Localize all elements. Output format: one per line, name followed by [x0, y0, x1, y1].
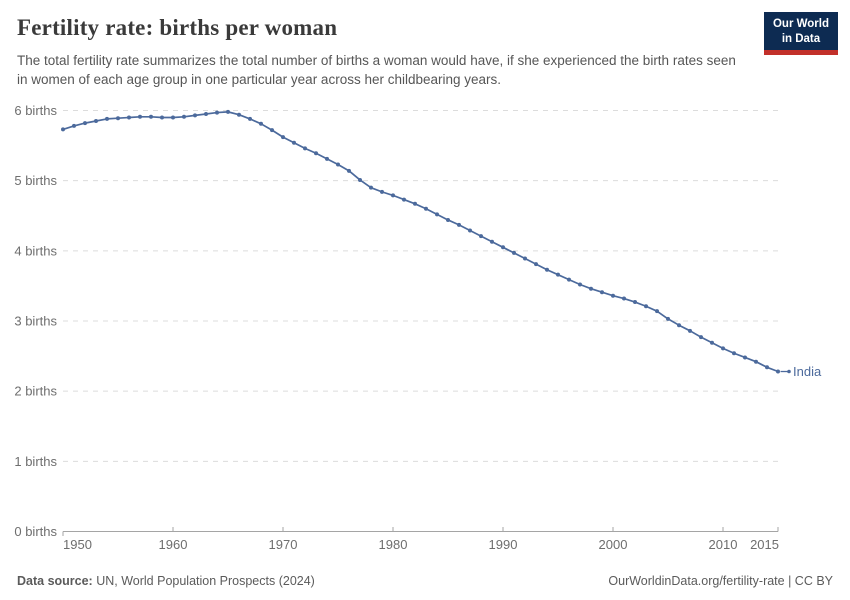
data-point [699, 335, 703, 340]
data-point [512, 250, 516, 255]
data-point [413, 201, 417, 206]
data-point [391, 193, 395, 198]
data-point [204, 111, 208, 116]
chart-subtitle: The total fertility rate summarizes the … [17, 53, 736, 87]
data-point [765, 365, 769, 370]
data-point [600, 290, 604, 295]
x-axis-label: 1990 [489, 537, 518, 552]
x-axis-label: 1950 [63, 537, 92, 552]
data-point [479, 234, 483, 239]
data-point [468, 228, 472, 233]
data-point [589, 286, 593, 291]
y-axis-label: 5 births [14, 173, 57, 188]
data-point [435, 212, 439, 217]
data-point [259, 121, 263, 126]
data-point [622, 296, 626, 301]
data-point [182, 114, 186, 119]
data-point [83, 121, 87, 126]
x-axis-label: 2000 [599, 537, 628, 552]
x-axis-label: 1980 [379, 537, 408, 552]
data-point [501, 245, 505, 250]
data-point [655, 309, 659, 314]
series-end-marker [787, 369, 791, 374]
data-point [644, 304, 648, 309]
data-point [754, 359, 758, 364]
data-point [534, 262, 538, 267]
data-point [149, 114, 153, 119]
y-axis-label: 2 births [14, 384, 57, 399]
data-point [94, 119, 98, 124]
y-axis-label: 1 births [14, 454, 57, 469]
data-point [61, 127, 65, 132]
data-point [633, 300, 637, 305]
data-source: Data source: UN, World Population Prospe… [17, 574, 315, 588]
data-point [732, 351, 736, 356]
x-axis-label: 1970 [269, 537, 298, 552]
data-point [171, 115, 175, 120]
data-point [446, 217, 450, 222]
logo-line-1: Our World [772, 18, 829, 30]
data-point [710, 340, 714, 345]
data-point [105, 116, 109, 121]
data-point [138, 114, 142, 119]
data-point [666, 316, 670, 321]
data-point [490, 239, 494, 244]
data-point [314, 151, 318, 156]
trend-line [62, 111, 779, 373]
series-end-label: India [793, 364, 822, 379]
data-point [556, 272, 560, 277]
data-point [402, 197, 406, 202]
data-point [545, 267, 549, 272]
data-point [380, 189, 384, 194]
data-point [127, 115, 131, 120]
data-source-text: UN, World Population Prospects (2024) [96, 574, 315, 588]
data-point [424, 206, 428, 211]
data-point [270, 128, 274, 133]
y-axis-label: 3 births [14, 313, 57, 328]
data-point [567, 277, 571, 282]
data-point [611, 293, 615, 298]
data-point [226, 109, 230, 114]
x-axis-label: 2015 [750, 537, 779, 552]
data-point [457, 222, 461, 227]
data-point [303, 146, 307, 151]
data-point [336, 162, 340, 167]
data-point [237, 112, 241, 117]
data-point [358, 177, 362, 182]
x-axis-label: 1960 [159, 537, 188, 552]
y-axis-label: 0 births [14, 524, 57, 539]
data-point [578, 282, 582, 287]
data-point [72, 123, 76, 128]
owid-logo: Our World in Data [763, 12, 838, 55]
data-point [688, 328, 692, 333]
data-point [721, 346, 725, 351]
data-point [248, 116, 252, 121]
y-axis-label: 6 births [14, 103, 57, 118]
data-point [193, 113, 197, 118]
data-point [776, 369, 780, 374]
x-axis-label: 2010 [709, 537, 738, 552]
footer-license-link: OurWorldinData.org/fertility-rate | CC B… [608, 574, 833, 588]
data-point [347, 168, 351, 173]
data-point [281, 135, 285, 140]
data-point [116, 116, 120, 121]
chart-footer: Data source: UN, World Population Prospe… [17, 574, 833, 588]
data-point [325, 156, 329, 161]
logo-line-2: in Data [781, 32, 821, 45]
data-point [292, 140, 296, 145]
data-source-label: Data source: [17, 574, 93, 588]
data-point [677, 323, 681, 328]
data-point [369, 185, 373, 190]
chart-title: Fertility rate: births per woman [17, 15, 338, 40]
data-point [523, 256, 527, 261]
y-axis-label: 4 births [14, 243, 57, 258]
data-point [743, 355, 747, 360]
data-point [160, 115, 164, 120]
data-point [215, 110, 219, 115]
